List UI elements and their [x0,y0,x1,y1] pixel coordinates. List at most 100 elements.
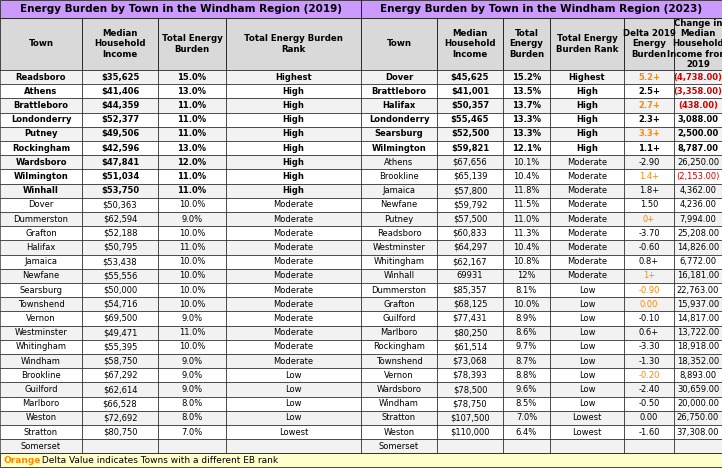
Bar [624,283,674,297]
Bar [361,425,437,439]
Bar [82,169,158,183]
Bar [624,269,674,283]
Bar [158,297,226,311]
Text: Vernon: Vernon [384,371,414,380]
Text: 2.5+: 2.5+ [638,87,660,96]
Text: Whitingham: Whitingham [373,257,425,266]
Bar [226,382,361,397]
Bar [361,354,437,368]
Text: 10.0%: 10.0% [179,300,205,309]
Bar [158,212,226,226]
Bar [550,439,624,454]
Bar [0,340,82,354]
Bar [550,368,624,382]
Bar [624,311,674,325]
Bar [550,269,624,283]
Text: Moderate: Moderate [567,272,607,280]
Bar [361,198,437,212]
Bar [361,0,722,18]
Bar [437,397,503,411]
Bar [674,325,722,340]
Text: 2,500.00: 2,500.00 [677,129,718,138]
Bar [624,84,674,98]
Bar [503,425,550,439]
Text: 26,250.00: 26,250.00 [677,158,719,167]
Text: $80,750: $80,750 [103,428,137,437]
Text: Vernon: Vernon [26,314,56,323]
Text: High: High [576,115,598,124]
Bar [158,183,226,198]
Bar [82,368,158,382]
Text: Highest: Highest [275,73,312,82]
Text: Grafton: Grafton [25,229,57,238]
Text: Westminster: Westminster [14,328,67,337]
Text: 11.0%: 11.0% [179,328,205,337]
Text: $107,500: $107,500 [451,413,490,423]
Text: 11.5%: 11.5% [513,200,539,209]
Bar [674,255,722,269]
Text: (2,153.00): (2,153.00) [677,172,720,181]
Text: 8.0%: 8.0% [181,399,203,408]
Text: Moderate: Moderate [274,328,313,337]
Text: $77,431: $77,431 [453,314,487,323]
Bar [550,382,624,397]
Text: $55,465: $55,465 [451,115,490,124]
Bar [226,183,361,198]
Bar [624,411,674,425]
Bar [437,425,503,439]
Bar [674,212,722,226]
Text: Moderate: Moderate [274,272,313,280]
Bar [361,397,437,411]
Text: $66,528: $66,528 [103,399,137,408]
Text: $85,357: $85,357 [453,286,487,295]
Text: 22,763.00: 22,763.00 [677,286,719,295]
Text: Moderate: Moderate [567,257,607,266]
Bar [437,297,503,311]
Bar [0,397,82,411]
Text: 18,352.00: 18,352.00 [677,356,719,366]
Text: 16,181.00: 16,181.00 [677,272,719,280]
Text: Searsburg: Searsburg [19,286,63,295]
Text: Low: Low [579,371,595,380]
Bar [503,283,550,297]
Text: $51,034: $51,034 [101,172,139,181]
Bar [674,411,722,425]
Text: 1.50: 1.50 [640,200,658,209]
Bar [550,255,624,269]
Text: 0.00: 0.00 [640,300,658,309]
Text: $50,795: $50,795 [103,243,137,252]
Text: Brookline: Brookline [21,371,61,380]
Bar [361,18,437,70]
Bar [226,70,361,84]
Text: Winhall: Winhall [383,272,414,280]
Bar [503,354,550,368]
Bar [437,269,503,283]
Text: 20,000.00: 20,000.00 [677,399,719,408]
Text: Londonderry: Londonderry [11,115,71,124]
Text: -2.40: -2.40 [638,385,660,394]
Bar [361,368,437,382]
Bar [82,354,158,368]
Bar [82,18,158,70]
Text: Lowest: Lowest [573,413,601,423]
Bar [624,169,674,183]
Bar [158,411,226,425]
Bar [158,84,226,98]
Text: $52,377: $52,377 [101,115,139,124]
Bar [361,155,437,169]
Bar [674,354,722,368]
Text: $49,471: $49,471 [103,328,137,337]
Text: 9.0%: 9.0% [181,371,203,380]
Bar [361,141,437,155]
Text: Moderate: Moderate [567,229,607,238]
Text: Moderate: Moderate [274,257,313,266]
Bar [437,18,503,70]
Text: Highest: Highest [569,73,605,82]
Bar [361,169,437,183]
Text: 5.2+: 5.2+ [638,73,660,82]
Bar [226,141,361,155]
Text: -3.30: -3.30 [638,342,660,351]
Bar [158,283,226,297]
Text: $78,393: $78,393 [453,371,487,380]
Bar [503,325,550,340]
